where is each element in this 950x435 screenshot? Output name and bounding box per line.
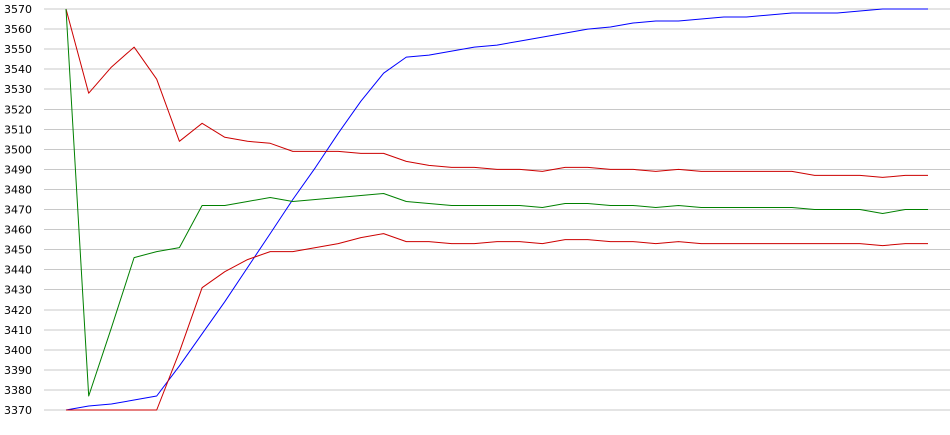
y-tick-label: 3380 [4,384,32,397]
y-tick-label: 3500 [4,143,32,156]
series-lines [65,8,928,411]
y-tick-label: 3570 [4,3,32,16]
y-tick-label: 3490 [4,163,32,176]
series-line-1 [65,8,928,411]
y-tick-label: 3520 [4,103,32,116]
y-tick-label: 3370 [4,404,32,417]
series-line-4 [66,233,928,411]
y-tick-label: 3560 [4,23,32,36]
y-tick-label: 3510 [4,123,32,136]
y-tick-label: 3470 [4,204,32,217]
series-line-2 [65,8,928,178]
y-tick-label: 3430 [4,284,32,297]
y-tick-label: 3460 [4,224,32,237]
y-tick-label: 3550 [4,43,32,56]
y-tick-label: 3480 [4,183,32,196]
y-axis-ticks: 3570 3560 3550 3540 3530 3520 3510 3500 3490 3480… [4,3,32,417]
y-tick-label: 3420 [4,304,32,317]
y-tick-label: 3410 [4,324,32,337]
y-tick-label: 3540 [4,63,32,76]
y-tick-label: 3530 [4,83,32,96]
y-tick-label: 3440 [4,264,32,277]
y-tick-label: 3390 [4,364,32,377]
y-tick-label: 3450 [4,244,32,257]
series-line-3 [65,8,928,397]
y-tick-label: 3400 [4,344,32,357]
grid-lines [44,8,950,411]
